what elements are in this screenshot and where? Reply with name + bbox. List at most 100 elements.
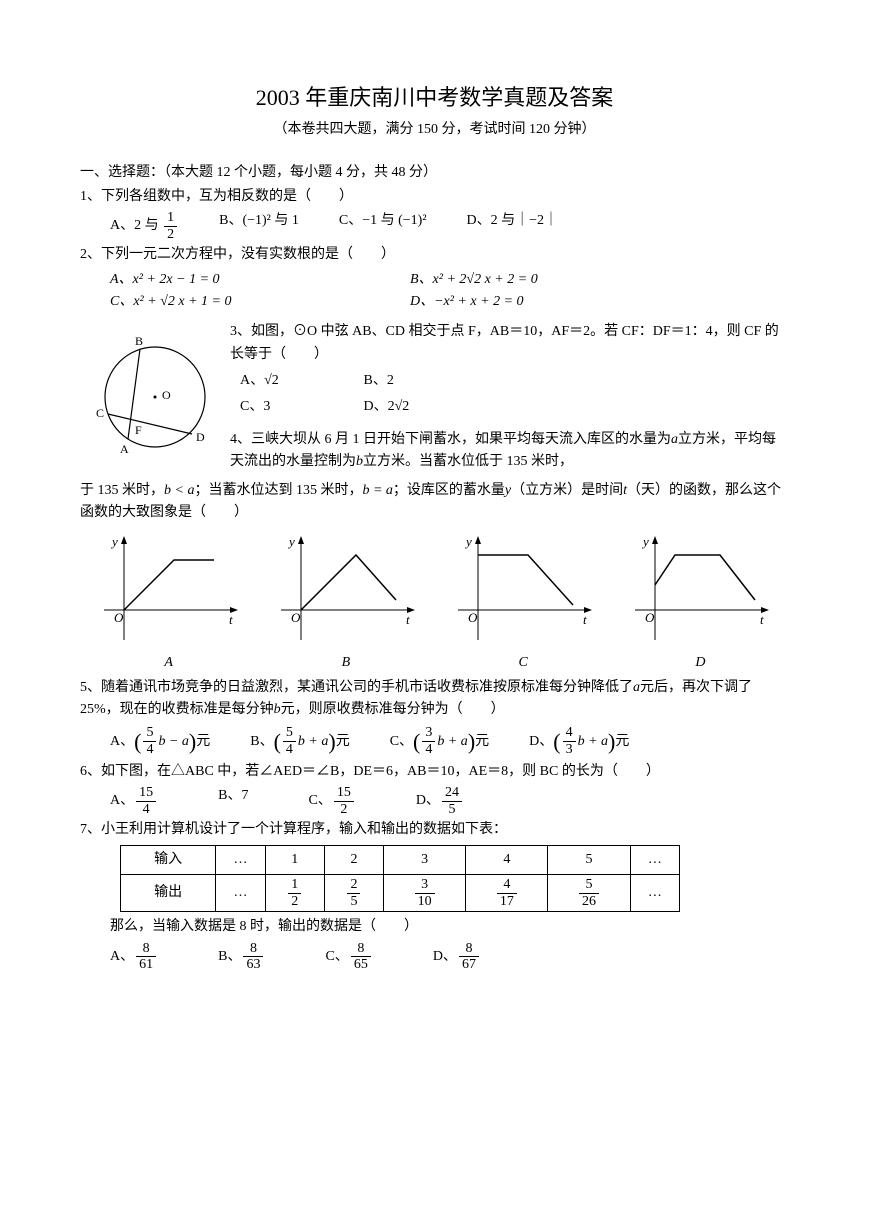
label-C: C (96, 406, 104, 420)
q1-opt-a: A、2 与 12 (110, 210, 179, 242)
question-6: 6、如下图，在△ABC 中，若∠AED＝∠B，DE＝6，AB＝10，AE＝8，则… (80, 761, 789, 783)
q4-cond1: b < a (164, 483, 194, 498)
graph-C-label: C (435, 652, 612, 674)
d: 2 (288, 894, 301, 909)
label-D: D (196, 430, 205, 444)
q4-cont-text: 于 135 米时， (80, 483, 164, 498)
n: 2 (347, 877, 360, 893)
q1-opt-c: C、−1 与 (−1)² (339, 210, 427, 242)
d: 26 (579, 894, 599, 909)
q6d-n: 24 (442, 785, 462, 801)
n: 5 (579, 877, 599, 893)
q6a-n: 15 (136, 785, 156, 801)
section-1-heading: 一、选择题：（本大题 12 个小题，每小题 4 分，共 48 分） (80, 162, 789, 184)
svg-text:t: t (406, 612, 410, 627)
svg-text:O: O (114, 610, 124, 625)
q4-t6: （立方米）是时间 (511, 483, 623, 498)
q4-t1: 4、三峡大坝从 6 月 1 日开始下闸蓄水，如果平均每天流入库区的水量为 (230, 432, 671, 447)
cell: 2 (324, 846, 383, 875)
q5-opt-a: A、(54b − a)元 (110, 724, 210, 759)
q5d-t: b + a (578, 733, 608, 748)
label-O: O (162, 388, 171, 402)
label-F: F (135, 423, 142, 437)
q5b-t: b + a (298, 733, 328, 748)
q6a-d: 4 (136, 802, 156, 817)
n: 4 (497, 877, 517, 893)
question-1-options: A、2 与 12 B、(−1)² 与 1 C、−1 与 (−1)² D、2 与｜… (110, 210, 789, 242)
cell: 5 (548, 846, 630, 875)
svg-text:O: O (468, 610, 478, 625)
cell: … (630, 846, 679, 875)
q4-t4: ；当蓄水位达到 135 米时， (194, 483, 362, 498)
q1-a-prefix: A、2 与 (110, 218, 159, 233)
q7-opt-b: B、863 (218, 941, 265, 973)
n: 8 (351, 941, 371, 957)
question-5: 5、随着通讯市场竞争的日益激烈，某通讯公司的手机市话收费标准按原标准每分钟降低了… (80, 677, 789, 722)
q4-t5: ；设库区的蓄水量 (393, 483, 505, 498)
svg-text:y: y (464, 534, 472, 549)
q2-opt-c: C、x² + √2 x + 1 = 0 (110, 291, 410, 313)
q7-opt-a: A、861 (110, 941, 158, 973)
q2-opt-b: B、x² + 2√2 x + 2 = 0 (410, 269, 538, 291)
q5d-d: 3 (563, 742, 576, 757)
d: 5 (347, 894, 360, 909)
question-3-options: A、√2 B、2 C、3 D、2√2 (240, 370, 789, 419)
cell: 输出 (121, 875, 216, 912)
q5-b: b (274, 702, 281, 717)
q3-opt-b: B、2 (364, 370, 484, 392)
q6-opt-b: B、7 (218, 785, 248, 817)
q5-tail: 元，则原收费标准每分钟为（ ） (281, 702, 505, 717)
d: 63 (243, 957, 263, 972)
n: 8 (459, 941, 479, 957)
question-1: 1、下列各组数中，互为相反数的是（ ） (80, 186, 789, 208)
cell: 12 (265, 875, 324, 912)
q7-opt-d: D、867 (433, 941, 481, 973)
q7-table: 输入 … 1 2 3 4 5 … 输出 … 12 25 310 417 526 … (120, 845, 680, 912)
q5-opt-b: B、(54b + a)元 (250, 724, 349, 759)
svg-text:y: y (287, 534, 295, 549)
question-5-options: A、(54b − a)元 B、(54b + a)元 C、(34b + a)元 D… (110, 724, 789, 759)
graph-D: y O t D (612, 530, 789, 674)
svg-text:t: t (583, 612, 587, 627)
q1-a-den: 2 (164, 227, 177, 242)
q6c-d: 2 (334, 802, 354, 817)
question-6-options: A、154 B、7 C、152 D、245 (110, 785, 789, 817)
cell: 4 (466, 846, 548, 875)
d: 67 (459, 957, 479, 972)
svg-text:t: t (229, 612, 233, 627)
q5-opt-c: C、(34b + a)元 (390, 724, 489, 759)
q5d-u: 元 (615, 733, 629, 748)
q5b-n: 5 (283, 725, 296, 741)
q5-a: a (633, 680, 640, 695)
q5a-u: 元 (196, 733, 210, 748)
graph-B: y O t B (257, 530, 434, 674)
cell: … (216, 846, 265, 875)
q5a-d: 4 (143, 742, 156, 757)
cell: … (630, 875, 679, 912)
cell: 输入 (121, 846, 216, 875)
d: 65 (351, 957, 371, 972)
graph-A: y O t A (80, 530, 257, 674)
q6-opt-a: A、154 (110, 785, 158, 817)
question-3: 3、如图，⊙O 中弦 AB、CD 相交于点 F，AB＝10，AF＝2。若 CF：… (230, 321, 789, 366)
cell: 25 (324, 875, 383, 912)
d: 10 (415, 894, 435, 909)
q4-a: a (671, 432, 678, 447)
question-7-after: 那么，当输入数据是 8 时，输出的数据是（ ） (110, 916, 789, 938)
question-4: 4、三峡大坝从 6 月 1 日开始下闸蓄水，如果平均每天流入库区的水量为a 立方米… (230, 429, 789, 474)
label-A: A (120, 442, 129, 456)
q4-b: b (356, 454, 363, 469)
q4-cond2: b = a (362, 483, 392, 498)
table-row: 输入 … 1 2 3 4 5 … (121, 846, 680, 875)
cell: 310 (384, 875, 466, 912)
graph-C: y O t C (435, 530, 612, 674)
q5b-d: 4 (283, 742, 296, 757)
q7-opt-c: C、865 (325, 941, 372, 973)
q5-lead: 5、随着通讯市场竞争的日益激烈，某通讯公司的手机市话收费标准按原标准每分钟降低了 (80, 680, 633, 695)
cell: 526 (548, 875, 630, 912)
q4-t3: 立方米。当蓄水位低于 135 米时， (363, 454, 573, 469)
q3-opt-c: C、3 (240, 396, 360, 418)
d: 17 (497, 894, 517, 909)
table-row: 输出 … 12 25 310 417 526 … (121, 875, 680, 912)
question-2: 2、下列一元二次方程中，没有实数根的是（ ） (80, 244, 789, 266)
